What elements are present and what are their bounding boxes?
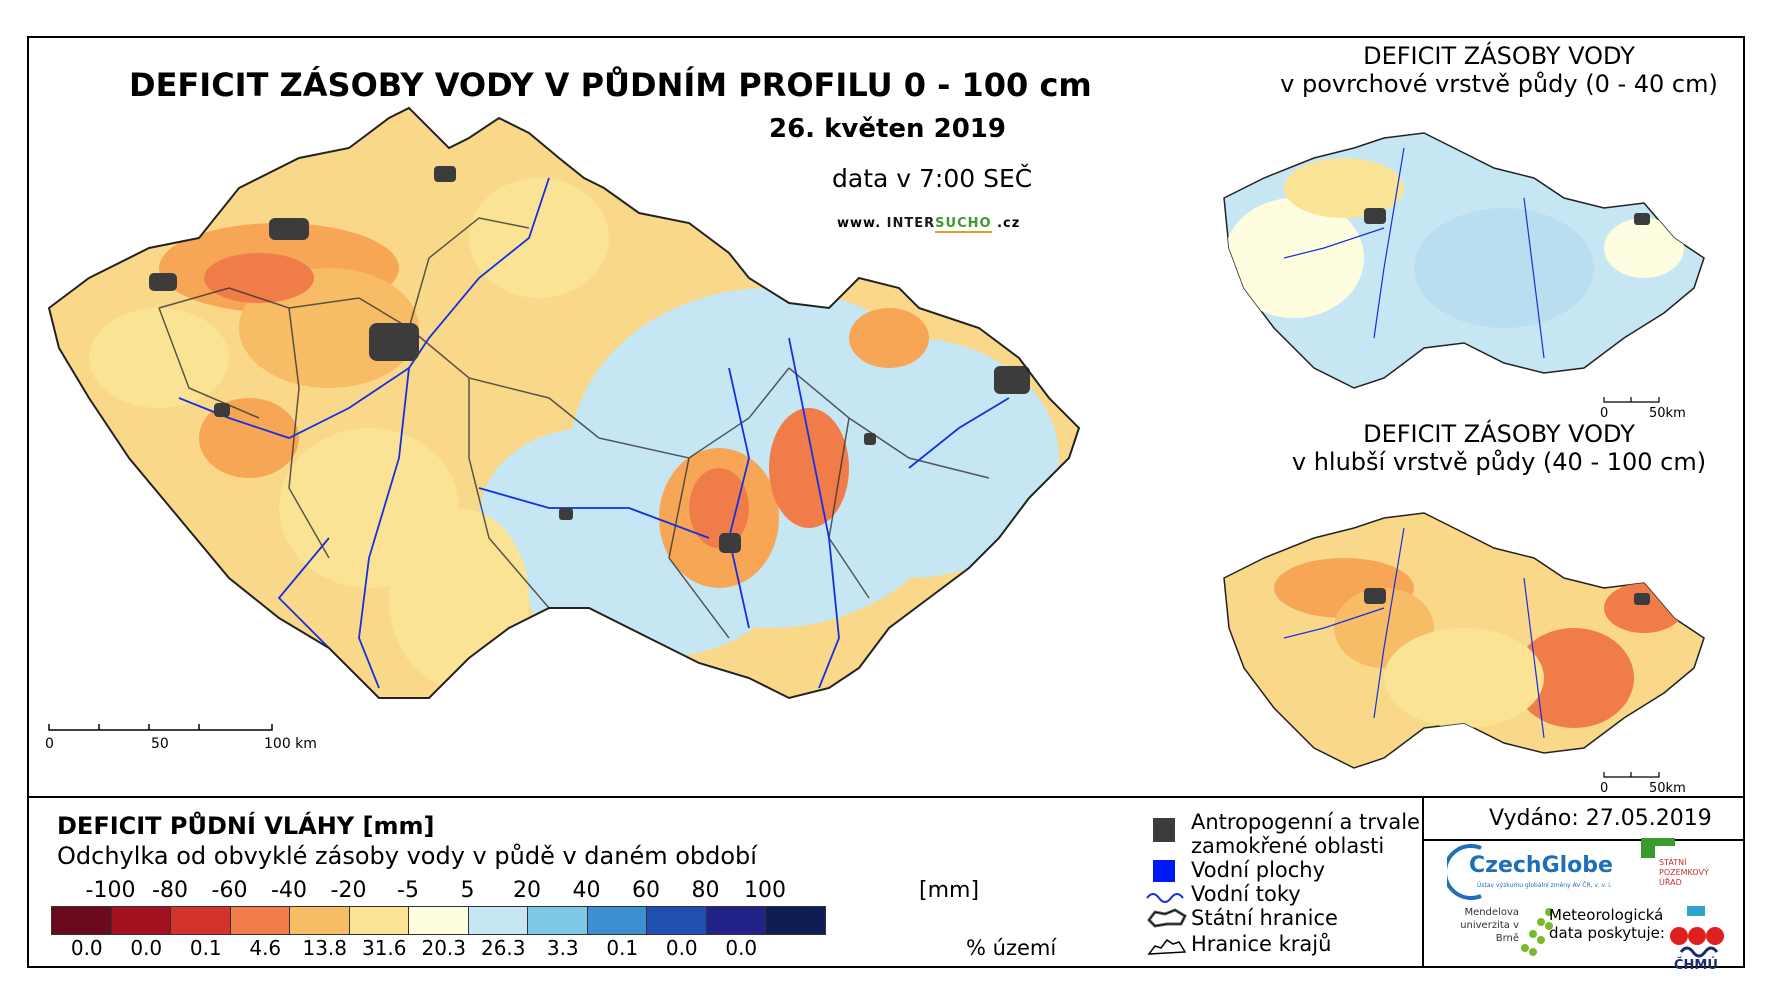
color-scale-tick: 60 <box>632 878 660 903</box>
main-map: 0 50 100 km <box>45 106 1081 752</box>
color-scale-bin <box>51 906 112 935</box>
main-map-time: data v 7:00 SEČ <box>832 164 1033 193</box>
deep-layer-map: 0 50km <box>1223 512 1705 796</box>
surface-layer-map: 0 50km <box>1223 132 1705 421</box>
main-scale-100: 100 km <box>264 736 317 752</box>
percent-area-value: 31.6 <box>361 936 407 960</box>
color-scale-bin <box>586 906 647 935</box>
main-scale-0: 0 <box>45 736 54 752</box>
color-scale-tick: -100 <box>85 878 136 903</box>
surface-scale-0: 0 <box>1600 406 1608 421</box>
main-map-title: DEFICIT ZÁSOBY VODY V PŮDNÍM PROFILU 0 -… <box>129 66 1092 104</box>
blue-square-icon <box>1153 860 1175 882</box>
color-scale-bin <box>170 906 231 935</box>
surface-scale-50: 50km <box>1649 406 1686 421</box>
legend-panel: DEFICIT PŮDNÍ VLÁHY [mm] Odchylka od obv… <box>29 796 1743 973</box>
color-scale-tick: 40 <box>572 878 601 903</box>
anthropogenic-label: Antropogenní a trvale zamokřené oblasti <box>1191 810 1420 858</box>
percent-area-value: 26.3 <box>480 936 526 960</box>
website-prefix: www. <box>837 216 882 231</box>
percent-area-value: 0.1 <box>606 936 639 960</box>
panel-divider <box>1422 798 1424 968</box>
color-scale-tick: -40 <box>271 878 307 903</box>
czechglobe-logo-icon <box>1447 844 1482 900</box>
website-highlight: SUCHO <box>935 216 992 233</box>
legend-subtitle: Odchylka od obvyklé zásoby vody v půdě v… <box>57 842 757 870</box>
color-scale-tick: -60 <box>211 878 248 903</box>
color-scale-tick: 80 <box>691 878 720 903</box>
legend-title: DEFICIT PŮDNÍ VLÁHY [mm] <box>57 812 435 840</box>
mendelu-logo-icon <box>1521 908 1553 956</box>
color-scale-tick: 20 <box>513 878 541 903</box>
color-scale-bin <box>229 906 290 935</box>
deep-map-title: DEFICIT ZÁSOBY VODY <box>1363 420 1635 448</box>
color-scale-bin <box>527 906 588 935</box>
czechglobe-logo: CzechGlobe <box>1469 853 1613 878</box>
region-border-icon <box>1147 938 1187 955</box>
river-line-icon <box>1146 893 1184 903</box>
color-scale-bin <box>705 906 766 935</box>
color-scale-bin <box>646 906 707 935</box>
dark-square-icon <box>1153 818 1175 842</box>
surface-map-title: DEFICIT ZÁSOBY VODY <box>1363 42 1635 70</box>
percent-area-value: 13.8 <box>302 936 348 960</box>
color-scale-bin <box>765 906 826 935</box>
color-scale-tick: -20 <box>330 878 367 903</box>
deep-scale-50: 50km <box>1649 781 1686 796</box>
main-scale-50: 50 <box>151 736 169 752</box>
percent-area-value: 0.0 <box>130 936 163 960</box>
website-link[interactable]: www. INTERSUCHO .cz <box>837 216 1021 233</box>
chmu-logo: ČHMÚ <box>1674 958 1718 973</box>
percent-area-value: 0.0 <box>725 936 758 960</box>
rivers-label: Vodní toky <box>1191 882 1301 906</box>
issue-date: Vydáno: 27.05.2019 <box>1489 806 1712 831</box>
color-scale-bin <box>110 906 171 935</box>
color-scale-bin <box>289 906 350 935</box>
region-border-label: Hranice krajů <box>1191 932 1332 956</box>
color-scale-tick: -80 <box>152 878 188 903</box>
percent-area-value: 0.0 <box>665 936 698 960</box>
state-border-label: Státní hranice <box>1191 906 1338 930</box>
color-scale-bin <box>408 906 469 935</box>
percent-area-value: 3.3 <box>546 936 579 960</box>
deep-map-title-block: DEFICIT ZÁSOBY VODY v hlubší vrstvě půdy… <box>1259 420 1739 476</box>
legend-unit: [mm] <box>919 878 980 903</box>
color-scale-tick: 5 <box>460 878 475 903</box>
color-scale-tick: 100 <box>744 878 786 903</box>
water-bodies-label: Vodní plochy <box>1191 858 1326 882</box>
percent-area-label: % území <box>966 936 1057 960</box>
surface-map-subtitle: v povrchové vrstvě půdy (0 - 40 cm) <box>1280 70 1718 98</box>
website-mid: INTER <box>886 216 936 231</box>
color-scale-bin <box>467 906 528 935</box>
panel-divider <box>1422 839 1743 841</box>
deep-scale-0: 0 <box>1600 781 1608 796</box>
color-scale-tick: -5 <box>397 878 419 903</box>
percent-area-value: 0.0 <box>70 936 103 960</box>
deep-map-subtitle: v hlubší vrstvě půdy (40 - 100 cm) <box>1291 448 1707 476</box>
czechglobe-subtitle: Ústav výzkumu globální změny AV ČR, v. v… <box>1477 882 1612 889</box>
percent-area-value: 0.1 <box>189 936 222 960</box>
chmu-logo-icon <box>1670 906 1724 958</box>
state-border-icon <box>1147 908 1187 928</box>
spu-logo: STÁTNÍ POZEMKOVÝ ÚŘAD <box>1659 858 1709 887</box>
main-scale-bar <box>48 724 273 731</box>
map-figure: 0 50 100 km 0 50km <box>27 36 1745 973</box>
main-map-date: 26. květen 2019 <box>769 114 1006 144</box>
spu-logo-icon <box>1641 838 1675 858</box>
surface-map-title-block: DEFICIT ZÁSOBY VODY v povrchové vrstvě p… <box>1259 42 1739 98</box>
meteo-data-label: Meteorologická data poskytuje: <box>1549 906 1665 942</box>
color-scale-bin <box>348 906 409 935</box>
percent-area-value: 20.3 <box>421 936 467 960</box>
mendelu-logo: Mendelova univerzita v Brně <box>1460 907 1519 944</box>
percent-area-value: 4.6 <box>249 936 282 960</box>
website-suffix: .cz <box>997 216 1021 231</box>
